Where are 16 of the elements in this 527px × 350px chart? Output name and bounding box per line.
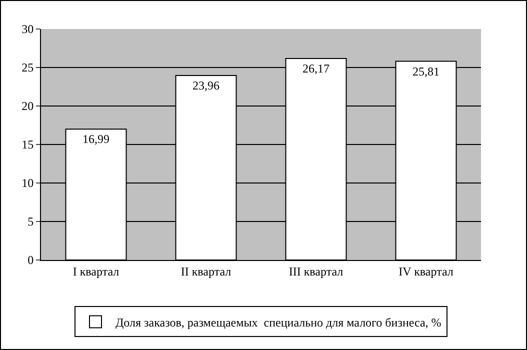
x-tick-label: II квартал xyxy=(180,264,232,278)
legend-label: Доля заказов, размещаемых специально для малого бизнеса, % xyxy=(116,315,442,330)
y-tick-label: 10 xyxy=(22,176,34,190)
y-tick-label: 5 xyxy=(28,214,34,229)
y-tick-label: 15 xyxy=(22,138,34,152)
y-tick-label: 20 xyxy=(22,99,34,114)
data-label: 23,96 xyxy=(192,78,220,93)
y-tick-label: 30 xyxy=(22,22,34,36)
x-tick-label: IV квартал xyxy=(398,264,454,278)
data-label: 16,99 xyxy=(82,132,110,146)
y-tick-label: 25 xyxy=(22,60,34,75)
data-label: 26,17 xyxy=(302,61,330,76)
y-tick-label: 0 xyxy=(28,253,34,268)
data-label: 25,81 xyxy=(412,64,440,78)
x-tick-label: I квартал xyxy=(72,264,120,278)
x-tick-label: III квартал xyxy=(288,264,344,278)
